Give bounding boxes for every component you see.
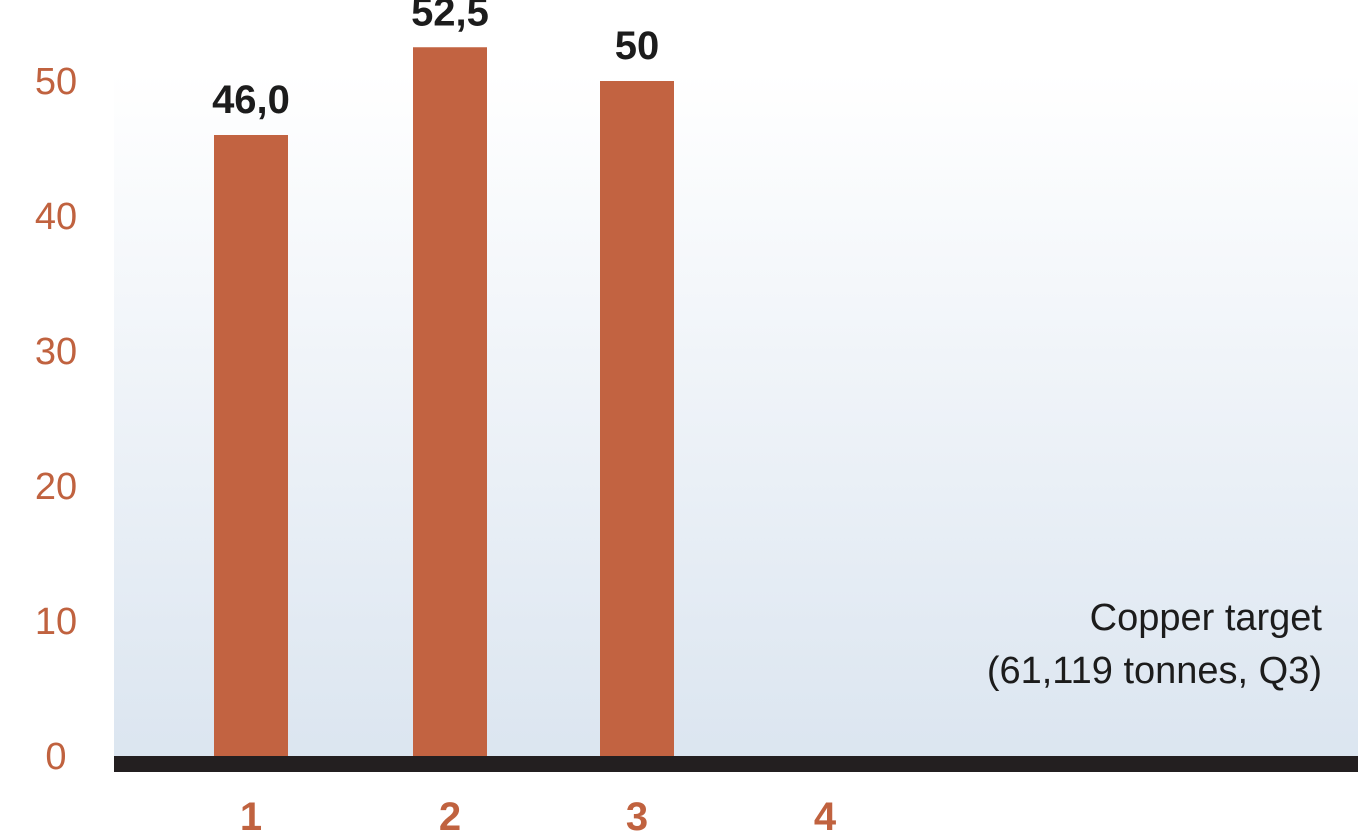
y-tick-label: 20 xyxy=(35,466,77,508)
x-tick-labels: 1 2 3 4 xyxy=(240,795,837,839)
value-label-2: 52,5 xyxy=(411,0,489,34)
x-tick-label-1: 1 xyxy=(240,795,262,839)
x-tick-label-2: 2 xyxy=(439,795,461,839)
y-tick-label: 40 xyxy=(35,196,77,238)
x-tick-label-4: 4 xyxy=(814,795,837,839)
bar-2 xyxy=(413,47,487,756)
y-tick-label: 10 xyxy=(35,601,77,643)
y-tick-label: 30 xyxy=(35,331,77,373)
value-labels: 46,0 52,5 50 xyxy=(212,0,659,122)
value-label-3: 50 xyxy=(615,24,660,68)
bars xyxy=(214,47,674,756)
x-tick-label-3: 3 xyxy=(626,795,648,839)
bar-1 xyxy=(214,135,288,756)
value-label-1: 46,0 xyxy=(212,78,290,122)
y-tick-labels: 0 10 20 30 40 50 xyxy=(35,61,77,778)
y-tick-label: 0 xyxy=(45,736,66,778)
annotation-line-1: Copper target xyxy=(1090,597,1323,639)
plot-background xyxy=(114,72,1358,764)
x-axis-line xyxy=(114,756,1358,772)
bar-3 xyxy=(600,81,674,756)
y-tick-label: 50 xyxy=(35,61,77,103)
annotation-line-2: (61,119 tonnes, Q3) xyxy=(987,650,1322,692)
